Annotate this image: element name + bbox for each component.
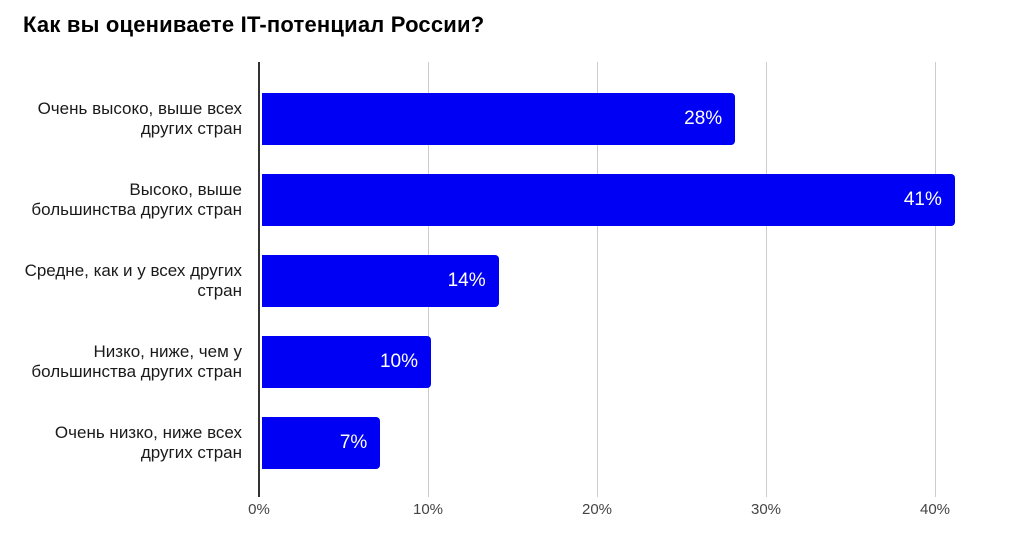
category-label-row: Средне, как и у всех других стран bbox=[0, 240, 250, 321]
bar-row: 14% bbox=[259, 240, 1009, 321]
category-label: Низко, ниже, чем у большинства других стр… bbox=[31, 342, 242, 382]
gridline bbox=[766, 62, 767, 497]
bar-value-label: 28% bbox=[684, 107, 723, 129]
bar-row: 41% bbox=[259, 159, 1009, 240]
category-label: Высоко, выше большинства других стран bbox=[31, 179, 242, 219]
gridline bbox=[597, 62, 598, 497]
bar: 41% bbox=[262, 173, 955, 226]
bar-row: 10% bbox=[259, 322, 1009, 403]
category-label-row: Очень низко, ниже всех других стран bbox=[0, 403, 250, 484]
x-tick-label: 20% bbox=[581, 501, 613, 518]
x-tick-label: 30% bbox=[750, 501, 782, 518]
bar: 7% bbox=[262, 417, 381, 470]
bar: 14% bbox=[262, 255, 499, 307]
bar: 28% bbox=[262, 92, 736, 145]
category-label: Очень высоко, выше всех других стран bbox=[37, 98, 242, 138]
bar-value-label: 14% bbox=[447, 270, 486, 291]
bar-row: 28% bbox=[259, 78, 1009, 159]
y-axis-line bbox=[258, 62, 260, 497]
category-label: Средне, как и у всех других стран bbox=[24, 261, 242, 300]
bar-row: 7% bbox=[259, 403, 1009, 484]
plot-area: 28% 41% 14% 10% 7% bbox=[258, 62, 1009, 497]
category-labels: Очень высоко, выше всех других стран Высок… bbox=[0, 62, 250, 492]
category-label-row: Очень высоко, выше всех других стран bbox=[0, 78, 250, 159]
bar-value-label: 41% bbox=[903, 188, 942, 210]
x-tick-label: 40% bbox=[919, 501, 951, 518]
category-label-row: Высоко, выше большинства других стран bbox=[0, 159, 250, 240]
category-label: Очень низко, ниже всех других стран bbox=[54, 423, 242, 463]
x-tick-label: 10% bbox=[412, 501, 444, 518]
x-axis: 0% 10% 20% 30% 40% bbox=[248, 501, 1009, 521]
category-label-row: Низко, ниже, чем у большинства других стр… bbox=[0, 322, 250, 403]
gridline bbox=[935, 62, 936, 497]
bar: 10% bbox=[262, 336, 431, 389]
bar-value-label: 7% bbox=[339, 432, 368, 454]
bar-rows: 28% 41% 14% 10% 7% bbox=[259, 62, 1009, 492]
bar-value-label: 10% bbox=[379, 351, 418, 373]
x-tick-label: 0% bbox=[248, 501, 270, 518]
chart-title: Как вы оцениваете IT-потенциал России? bbox=[23, 12, 485, 37]
